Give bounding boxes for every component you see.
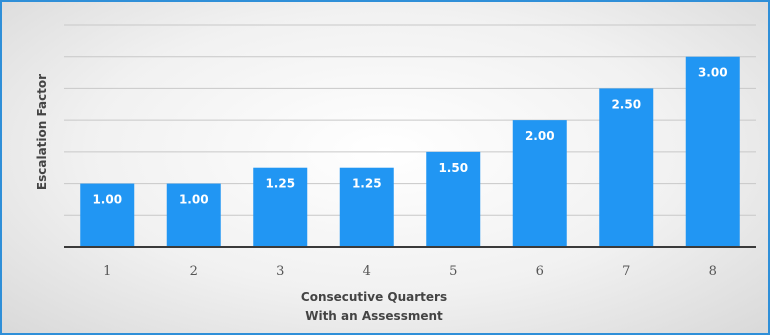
bar-7 [599,88,653,247]
x-axis-title-line-2: With an Assessment [305,309,443,323]
data-label-6: 2.00 [525,129,555,143]
data-label-5: 1.50 [438,161,468,175]
x-tick-labels: 1 2 3 4 5 6 7 8 [103,264,717,279]
y-axis-title: Escalation Factor [35,74,49,190]
data-label-8: 3.00 [698,66,728,80]
x-tick-label-7: 7 [622,264,630,279]
data-label-3: 1.25 [265,177,295,191]
x-tick-label-4: 4 [363,264,371,279]
bar-8 [686,57,740,247]
data-label-2: 1.00 [179,193,209,207]
x-tick-label-1: 1 [103,264,111,279]
x-tick-label-5: 5 [449,264,457,279]
x-axis-title-line-1: Consecutive Quarters [301,290,447,304]
data-label-7: 2.50 [611,97,641,111]
x-tick-label-6: 6 [536,264,544,279]
x-tick-label-8: 8 [709,264,717,279]
x-tick-label-2: 2 [190,264,198,279]
data-label-4: 1.25 [352,177,382,191]
data-label-1: 1.00 [92,193,122,207]
x-tick-label-3: 3 [276,264,284,279]
